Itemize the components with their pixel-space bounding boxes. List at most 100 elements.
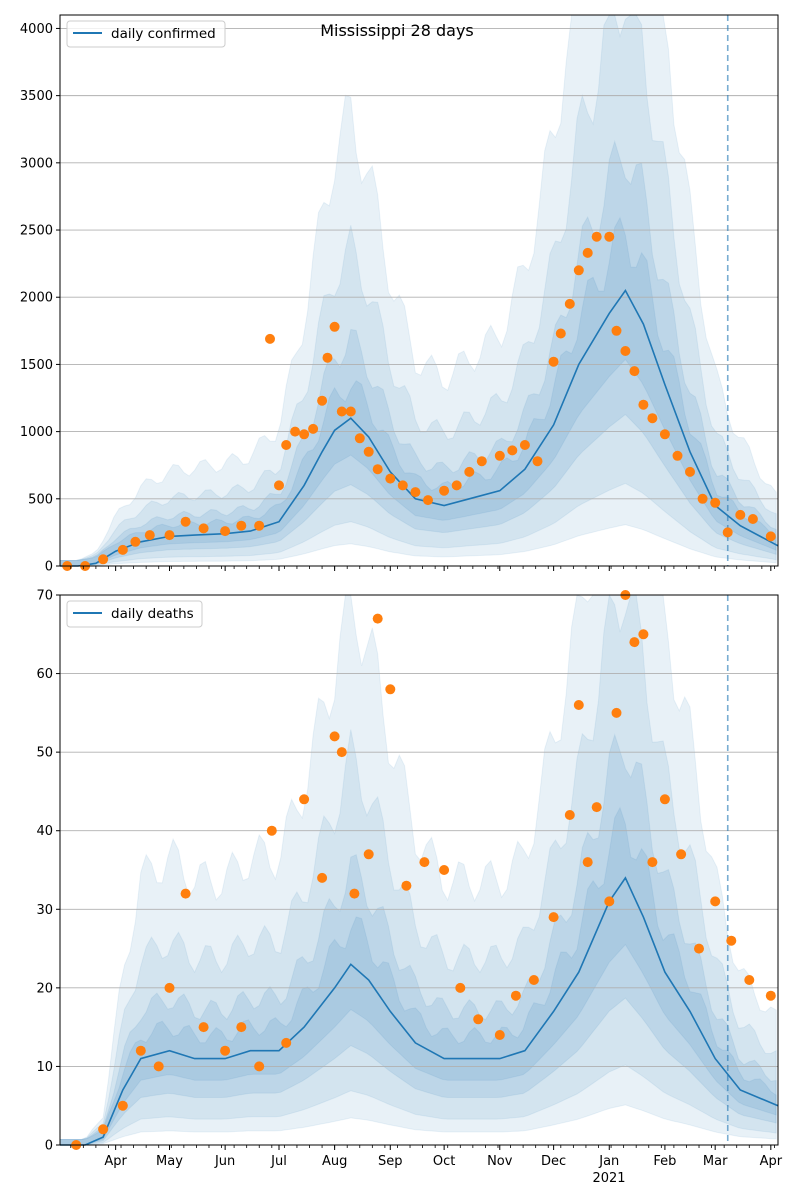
deaths-data-point xyxy=(473,1014,484,1025)
deaths-band-3 xyxy=(59,806,777,1146)
deaths-series-line xyxy=(60,876,779,1146)
confirmed-data-point xyxy=(747,514,758,524)
confirmed-panel: 0 500 1000 1500 2000 2500 3000 3500 4000 Mississ… xyxy=(20,14,779,575)
deaths-data-point xyxy=(372,613,383,624)
confirmed-data-point xyxy=(722,527,733,538)
deaths-data-point xyxy=(439,865,450,875)
deaths-data-point xyxy=(153,1061,164,1072)
deaths-data-point xyxy=(180,888,191,899)
confirmed-data-point xyxy=(363,446,374,457)
confirmed-data-point xyxy=(710,497,721,508)
confirmed-data-point xyxy=(410,487,421,498)
deaths-data-point xyxy=(591,802,602,813)
deaths-y-tick-label: 50 xyxy=(36,746,53,761)
confirmed-band-1 xyxy=(59,14,777,567)
confirmed-data-point xyxy=(638,399,649,410)
confirmed-y-tick-label: 3000 xyxy=(20,156,53,171)
deaths-x-tick-label: Apr xyxy=(104,1154,127,1169)
deaths-data-point xyxy=(198,1022,209,1033)
deaths-data-point xyxy=(710,896,721,907)
confirmed-data-point xyxy=(385,473,396,484)
deaths-legend: daily deaths xyxy=(66,600,203,628)
deaths-plot-frame xyxy=(59,594,779,1146)
deaths-data-point xyxy=(765,990,776,1001)
confirmed-data-point xyxy=(117,544,128,555)
deaths-data-point xyxy=(573,700,584,710)
confirmed-data-point xyxy=(604,231,615,242)
legend-box xyxy=(66,600,203,628)
confirmed-legend: daily confirmed xyxy=(66,20,226,48)
deaths-data-point xyxy=(676,849,687,860)
deaths-data-point xyxy=(455,982,466,993)
confirmed-data-point xyxy=(372,464,383,475)
deaths-y-tick-label: 30 xyxy=(36,903,53,918)
legend-label-daily-confirmed: daily confirmed xyxy=(111,26,216,42)
confirmed-data-point xyxy=(198,523,209,534)
deaths-data-point xyxy=(401,880,412,891)
deaths-data-point xyxy=(317,872,328,883)
confirmed-data-point xyxy=(322,352,333,363)
confirmed-data-point xyxy=(532,456,543,467)
deaths-data-point xyxy=(329,731,340,742)
confirmed-data-point xyxy=(329,321,340,332)
confirmed-data-point xyxy=(299,429,310,440)
deaths-data-point xyxy=(629,637,640,648)
confirmed-y-tick-label: 0 xyxy=(45,560,53,575)
confirmed-data-point xyxy=(555,328,566,339)
confirmed-data-point xyxy=(274,480,284,491)
confirmed-data-point xyxy=(494,450,505,461)
deaths-x-tick-label: Jul xyxy=(270,1154,287,1169)
deaths-data-point xyxy=(336,747,347,758)
deaths-data-point xyxy=(744,975,755,985)
confirmed-data-point xyxy=(647,413,658,424)
deaths-x-tick-label: Dec xyxy=(541,1154,566,1169)
deaths-x-tick-label: Jun xyxy=(214,1154,235,1169)
confirmed-data-point xyxy=(439,485,450,496)
deaths-y-tick-label: 60 xyxy=(36,667,53,682)
deaths-line-layer xyxy=(60,876,779,1146)
deaths-y-tick-label: 70 xyxy=(36,589,53,604)
confirmed-data-point xyxy=(611,325,622,336)
confirmed-uncertainty-bands xyxy=(59,14,777,567)
confirmed-points-layer xyxy=(62,231,776,571)
legend-label-daily-deaths: daily deaths xyxy=(111,606,194,622)
confirmed-data-point xyxy=(281,440,292,450)
deaths-axes-frame xyxy=(59,594,779,1146)
confirmed-data-point xyxy=(265,333,275,344)
confirmed-data-point xyxy=(317,395,328,406)
confirmed-data-point xyxy=(685,466,695,477)
confirmed-data-point xyxy=(130,536,141,547)
deaths-data-point xyxy=(582,857,593,868)
confirmed-data-point xyxy=(236,520,247,531)
deaths-x-tick-label: May xyxy=(156,1154,183,1169)
deaths-band-1 xyxy=(59,593,777,1146)
confirmed-y-tick-label: 2000 xyxy=(20,291,53,306)
deaths-data-point xyxy=(281,1037,292,1048)
deaths-data-point xyxy=(694,943,704,954)
confirmed-data-point xyxy=(573,265,584,276)
confirmed-data-point xyxy=(464,466,475,477)
deaths-data-point xyxy=(611,707,622,718)
confirmed-data-point xyxy=(98,554,109,565)
deaths-x-tick-label: Nov xyxy=(487,1154,513,1169)
deaths-data-point xyxy=(494,1030,505,1040)
confirmed-y-tick-label: 3500 xyxy=(20,89,53,104)
confirmed-data-point xyxy=(423,495,433,506)
deaths-data-point xyxy=(726,935,737,946)
deaths-uncertainty-bands xyxy=(59,593,777,1146)
confirmed-data-point xyxy=(564,298,575,309)
deaths-y-tick-label: 20 xyxy=(36,981,53,996)
deaths-x-tick-label: Mar xyxy=(703,1154,728,1169)
deaths-panel: 0 10 20 30 40 50 60 70 Apr May Jun Jul Aug Sep Oct Nov… xyxy=(36,589,782,1187)
confirmed-y-tick-label: 500 xyxy=(28,492,53,507)
confirmed-y-ticks: 0 500 1000 1500 2000 2500 3000 3500 4000 xyxy=(20,22,60,575)
deaths-data-point xyxy=(647,857,658,868)
confirmed-band-3 xyxy=(59,216,777,567)
deaths-y-tick-label: 10 xyxy=(36,1060,53,1075)
confirmed-data-point xyxy=(629,366,640,377)
confirmed-data-point xyxy=(354,433,365,444)
confirmed-data-point xyxy=(144,530,155,541)
legend-box xyxy=(66,20,226,48)
confirmed-band-0 xyxy=(59,14,777,567)
confirmed-data-point xyxy=(620,346,631,356)
